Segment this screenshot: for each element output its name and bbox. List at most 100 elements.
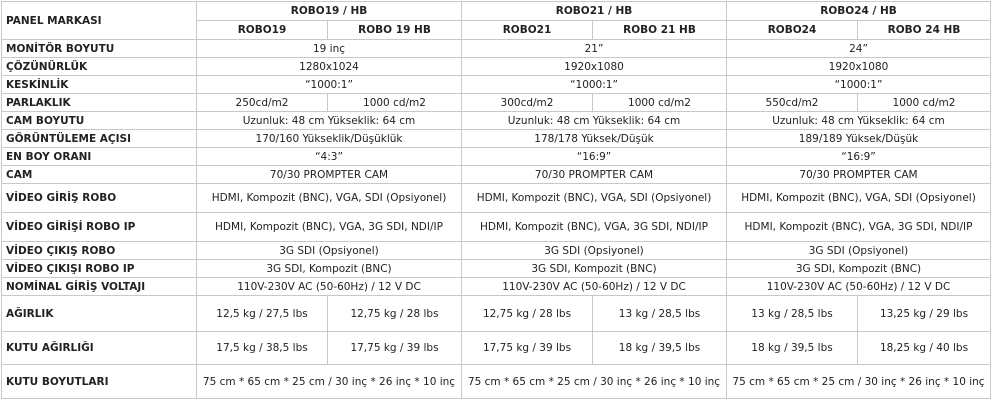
spec-cell: 70/30 PROMPTER CAM	[461, 165, 727, 184]
spec-cell: 170/160 Yükseklik/Düşüklük	[196, 129, 462, 148]
spec-row: CAM 70/30 PROMPTER CAM 70/30 PROMPTER CAM 7…	[1, 165, 991, 184]
spec-row: MONİTÖR BOYUTU 19 inç 21” 24”	[1, 39, 991, 58]
spec-row: EN BOY ORANI “4:3” “16:9” “16:9”	[1, 147, 991, 166]
spec-cell: 13 kg / 28,5 lbs	[726, 295, 858, 332]
spec-cell: 3G SDI (Opsiyonel)	[461, 241, 727, 260]
row-label: NOMİNAL GİRİŞ VOLTAJI	[1, 277, 197, 296]
spec-cell: HDMI, Kompozit (BNC), VGA, 3G SDI, NDI/I…	[196, 212, 462, 242]
spec-cell: 110V-230V AC (50-60Hz) / 12 V DC	[196, 277, 462, 296]
model-header: ROBO 21 HB	[592, 20, 727, 40]
row-label: VİDEO ÇIKIŞ ROBO	[1, 241, 197, 260]
spec-cell: 75 cm * 65 cm * 25 cm / 30 inç * 26 inç …	[726, 364, 991, 399]
spec-row: CAM BOYUTU Uzunluk: 48 cm Yükseklik: 64 c…	[1, 111, 991, 130]
spec-cell: 18 kg / 39,5 lbs	[592, 331, 727, 365]
spec-cell: 3G SDI (Opsiyonel)	[196, 241, 462, 260]
row-label: VİDEO GİRİŞ ROBO	[1, 183, 197, 213]
spec-cell: 12,5 kg / 27,5 lbs	[196, 295, 328, 332]
spec-cell: “4:3”	[196, 147, 462, 166]
spec-cell: 1000 cd/m2	[327, 93, 462, 112]
spec-cell: 110V-230V AC (50-60Hz) / 12 V DC	[726, 277, 991, 296]
model-header: ROBO21	[461, 20, 593, 40]
spec-cell: 3G SDI, Kompozit (BNC)	[461, 259, 727, 278]
row-label: VİDEO ÇIKIŞI ROBO IP	[1, 259, 197, 278]
row-label: EN BOY ORANI	[1, 147, 197, 166]
spec-row: KUTU BOYUTLARI 75 cm * 65 cm * 25 cm / 30…	[1, 364, 991, 399]
spec-row: GÖRÜNTÜLEME AÇISI 170/160 Yükseklik/Düşük…	[1, 129, 991, 148]
spec-cell: 110V-230V AC (50-60Hz) / 12 V DC	[461, 277, 727, 296]
spec-cell: Uzunluk: 48 cm Yükseklik: 64 cm	[461, 111, 727, 130]
spec-cell: Uzunluk: 48 cm Yükseklik: 64 cm	[196, 111, 462, 130]
spec-cell: Uzunluk: 48 cm Yükseklik: 64 cm	[726, 111, 991, 130]
spec-cell: “16:9”	[726, 147, 991, 166]
spec-cell: HDMI, Kompozit (BNC), VGA, SDI (Opsiyone…	[726, 183, 991, 213]
spec-cell: 550cd/m2	[726, 93, 858, 112]
spec-cell: HDMI, Kompozit (BNC), VGA, 3G SDI, NDI/I…	[726, 212, 991, 242]
spec-row: KESKİNLİK “1000:1” “1000:1” “1000:1”	[1, 75, 991, 94]
spec-cell: 3G SDI, Kompozit (BNC)	[196, 259, 462, 278]
spec-cell: 300cd/m2	[461, 93, 593, 112]
table-body: MONİTÖR BOYUTU 19 inç 21” 24” ÇÖZÜNÜRLÜK 1280…	[1, 39, 991, 399]
spec-row: PARLAKLIK 250cd/m2 1000 cd/m2 300cd/m2 1000 …	[1, 93, 991, 112]
spec-row: NOMİNAL GİRİŞ VOLTAJI 110V-230V AC (50-60…	[1, 277, 991, 296]
model-header: ROBO19	[196, 20, 328, 40]
spec-cell: 17,5 kg / 38,5 lbs	[196, 331, 328, 365]
row-label: CAM BOYUTU	[1, 111, 197, 130]
row-label: CAM	[1, 165, 197, 184]
spec-table: PANEL MARKASI ROBO19 / HB ROBO21 / HB ROBO…	[1, 1, 991, 399]
spec-row: KUTU AĞIRLIĞI 17,5 kg / 38,5 lbs 17,75 kg …	[1, 331, 991, 365]
model-header: ROBO 24 HB	[857, 20, 991, 40]
spec-cell: 75 cm * 65 cm * 25 cm / 30 inç * 26 inç …	[196, 364, 462, 399]
corner-header: PANEL MARKASI	[1, 1, 197, 40]
row-label: KUTU AĞIRLIĞI	[1, 331, 197, 365]
spec-cell: 19 inç	[196, 39, 462, 58]
spec-cell: 1280x1024	[196, 57, 462, 76]
spec-cell: HDMI, Kompozit (BNC), VGA, 3G SDI, NDI/I…	[461, 212, 727, 242]
spec-cell: 17,75 kg / 39 lbs	[327, 331, 462, 365]
row-label: VİDEO GİRİŞİ ROBO IP	[1, 212, 197, 242]
spec-cell: 17,75 kg / 39 lbs	[461, 331, 593, 365]
spec-cell: 18,25 kg / 40 lbs	[857, 331, 991, 365]
spec-cell: 75 cm * 65 cm * 25 cm / 30 inç * 26 inç …	[461, 364, 727, 399]
spec-row: VİDEO GİRİŞ ROBO HDMI, Kompozit (BNC), VG…	[1, 183, 991, 213]
spec-cell: 178/178 Yüksek/Düşük	[461, 129, 727, 148]
table-header: PANEL MARKASI ROBO19 / HB ROBO21 / HB ROBO…	[1, 1, 991, 40]
spec-row: AĞIRLIK 12,5 kg / 27,5 lbs 12,75 kg / 28 l…	[1, 295, 991, 332]
spec-cell: 24”	[726, 39, 991, 58]
spec-cell: “16:9”	[461, 147, 727, 166]
spec-row: VİDEO GİRİŞİ ROBO IP HDMI, Kompozit (BNC)…	[1, 212, 991, 242]
row-label: KESKİNLİK	[1, 75, 197, 94]
header-row: ROBO19 ROBO 19 HB ROBO21 ROBO 21 HB ROBO24 RO…	[2, 20, 991, 40]
spec-cell: 13 kg / 28,5 lbs	[592, 295, 727, 332]
group-header: ROBO24 / HB	[726, 1, 991, 21]
row-label: AĞIRLIK	[1, 295, 197, 332]
spec-cell: 21”	[461, 39, 727, 58]
spec-cell: 1000 cd/m2	[592, 93, 727, 112]
spec-cell: 18 kg / 39,5 lbs	[726, 331, 858, 365]
spec-cell: HDMI, Kompozit (BNC), VGA, SDI (Opsiyone…	[196, 183, 462, 213]
spec-row: VİDEO ÇIKIŞI ROBO IP 3G SDI, Kompozit (BN…	[1, 259, 991, 278]
row-label: PARLAKLIK	[1, 93, 197, 112]
group-header: ROBO21 / HB	[461, 1, 727, 21]
spec-cell: “1000:1”	[461, 75, 727, 94]
header-row: PANEL MARKASI ROBO19 / HB ROBO21 / HB ROBO…	[1, 1, 991, 40]
spec-cell: 1000 cd/m2	[857, 93, 991, 112]
spec-cell: 189/189 Yüksek/Düşük	[726, 129, 991, 148]
spec-row: ÇÖZÜNÜRLÜK 1280x1024 1920x1080 1920x1080	[1, 57, 991, 76]
spec-cell: 1920x1080	[461, 57, 727, 76]
row-label: ÇÖZÜNÜRLÜK	[1, 57, 197, 76]
spec-cell: 70/30 PROMPTER CAM	[726, 165, 991, 184]
row-label: GÖRÜNTÜLEME AÇISI	[1, 129, 197, 148]
spec-cell: HDMI, Kompozit (BNC), VGA, SDI (Opsiyone…	[461, 183, 727, 213]
spec-row: VİDEO ÇIKIŞ ROBO 3G SDI (Opsiyonel) 3G SDI…	[1, 241, 991, 260]
spec-cell: 3G SDI (Opsiyonel)	[726, 241, 991, 260]
row-label: MONİTÖR BOYUTU	[1, 39, 197, 58]
row-label: KUTU BOYUTLARI	[1, 364, 197, 399]
spec-cell: 250cd/m2	[196, 93, 328, 112]
group-header: ROBO19 / HB	[196, 1, 462, 21]
spec-cell: 12,75 kg / 28 lbs	[327, 295, 462, 332]
spec-cell: “1000:1”	[726, 75, 991, 94]
spec-cell: 1920x1080	[726, 57, 991, 76]
spec-cell: 13,25 kg / 29 lbs	[857, 295, 991, 332]
spec-cell: 70/30 PROMPTER CAM	[196, 165, 462, 184]
